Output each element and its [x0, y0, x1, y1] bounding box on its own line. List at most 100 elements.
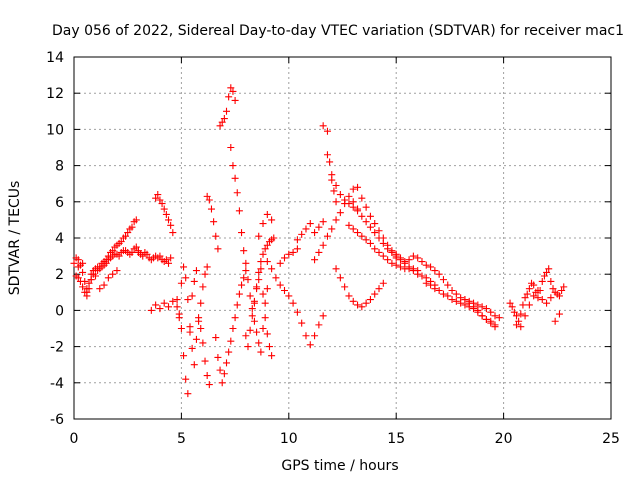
- data-point: [293, 236, 301, 244]
- y-tick-label: 14: [46, 50, 64, 66]
- data-point: [132, 216, 140, 224]
- data-point: [199, 339, 207, 347]
- data-point: [238, 229, 246, 237]
- data-point: [195, 317, 203, 325]
- data-point: [478, 312, 486, 320]
- data-point: [263, 210, 271, 218]
- data-point: [184, 390, 192, 398]
- data-point: [285, 292, 293, 300]
- data-point: [289, 248, 297, 256]
- data-point: [328, 225, 336, 233]
- data-point: [229, 162, 237, 170]
- data-point: [326, 158, 334, 166]
- data-point: [223, 359, 231, 367]
- data-point: [465, 297, 473, 305]
- data-point: [354, 183, 362, 191]
- data-point: [452, 297, 460, 305]
- data-series-mac1: [70, 84, 568, 398]
- data-point: [293, 245, 301, 253]
- y-tick-label: 4: [55, 231, 64, 247]
- data-point: [246, 326, 254, 334]
- data-point: [414, 267, 422, 275]
- data-point: [201, 270, 209, 278]
- data-point: [212, 232, 220, 240]
- data-point: [371, 229, 379, 237]
- data-point: [214, 353, 222, 361]
- data-point: [366, 239, 374, 247]
- data-point: [261, 245, 269, 253]
- data-point: [491, 312, 499, 320]
- data-point: [270, 234, 278, 242]
- data-point: [523, 290, 531, 298]
- data-point: [311, 332, 319, 340]
- data-point: [165, 259, 173, 267]
- data-point: [188, 292, 196, 300]
- data-point: [115, 252, 123, 260]
- data-point: [448, 296, 456, 304]
- data-point: [128, 248, 136, 256]
- data-point: [345, 200, 353, 208]
- data-point: [220, 370, 228, 378]
- y-tick-label: 12: [46, 86, 64, 102]
- data-point: [186, 323, 194, 331]
- data-point: [242, 259, 250, 267]
- data-point: [263, 330, 271, 338]
- data-point: [414, 254, 422, 262]
- data-point: [182, 274, 190, 282]
- data-point: [323, 127, 331, 135]
- data-point: [448, 286, 456, 294]
- data-point: [332, 265, 340, 273]
- data-point: [248, 305, 256, 313]
- data-point: [298, 319, 306, 327]
- data-point: [534, 294, 542, 302]
- data-point: [435, 270, 443, 278]
- data-point: [132, 243, 140, 251]
- data-point: [512, 312, 520, 320]
- data-point: [227, 84, 235, 92]
- data-point: [128, 223, 136, 231]
- data-point: [418, 258, 426, 266]
- data-point: [358, 303, 366, 311]
- data-point: [349, 198, 357, 206]
- data-point: [474, 301, 482, 309]
- data-point: [74, 263, 82, 271]
- data-point: [384, 256, 392, 264]
- data-point: [143, 250, 151, 258]
- data-point: [113, 267, 121, 275]
- data-point: [405, 263, 413, 271]
- data-point: [457, 299, 465, 307]
- data-point: [79, 268, 87, 276]
- data-point: [235, 290, 243, 298]
- data-point: [263, 285, 271, 293]
- data-point: [435, 286, 443, 294]
- data-point: [259, 250, 267, 258]
- data-point: [165, 303, 173, 311]
- data-point: [444, 292, 452, 300]
- data-point: [122, 232, 130, 240]
- data-point: [124, 229, 132, 237]
- data-point: [79, 259, 87, 267]
- data-point: [216, 122, 224, 130]
- data-point: [152, 301, 160, 309]
- data-point: [190, 361, 198, 369]
- data-point: [540, 272, 548, 280]
- data-point: [180, 263, 188, 271]
- data-point: [302, 225, 310, 233]
- data-point: [180, 352, 188, 360]
- data-point: [268, 265, 276, 273]
- data-point: [551, 317, 559, 325]
- data-point: [293, 308, 301, 316]
- data-point: [192, 335, 200, 343]
- data-point: [100, 281, 108, 289]
- data-point: [169, 297, 177, 305]
- data-point: [190, 277, 198, 285]
- data-point: [253, 328, 261, 336]
- data-point: [418, 272, 426, 280]
- data-point: [384, 245, 392, 253]
- data-point: [255, 276, 263, 284]
- data-point: [255, 268, 263, 276]
- data-point: [547, 277, 555, 285]
- data-point: [281, 286, 289, 294]
- data-point: [545, 265, 553, 273]
